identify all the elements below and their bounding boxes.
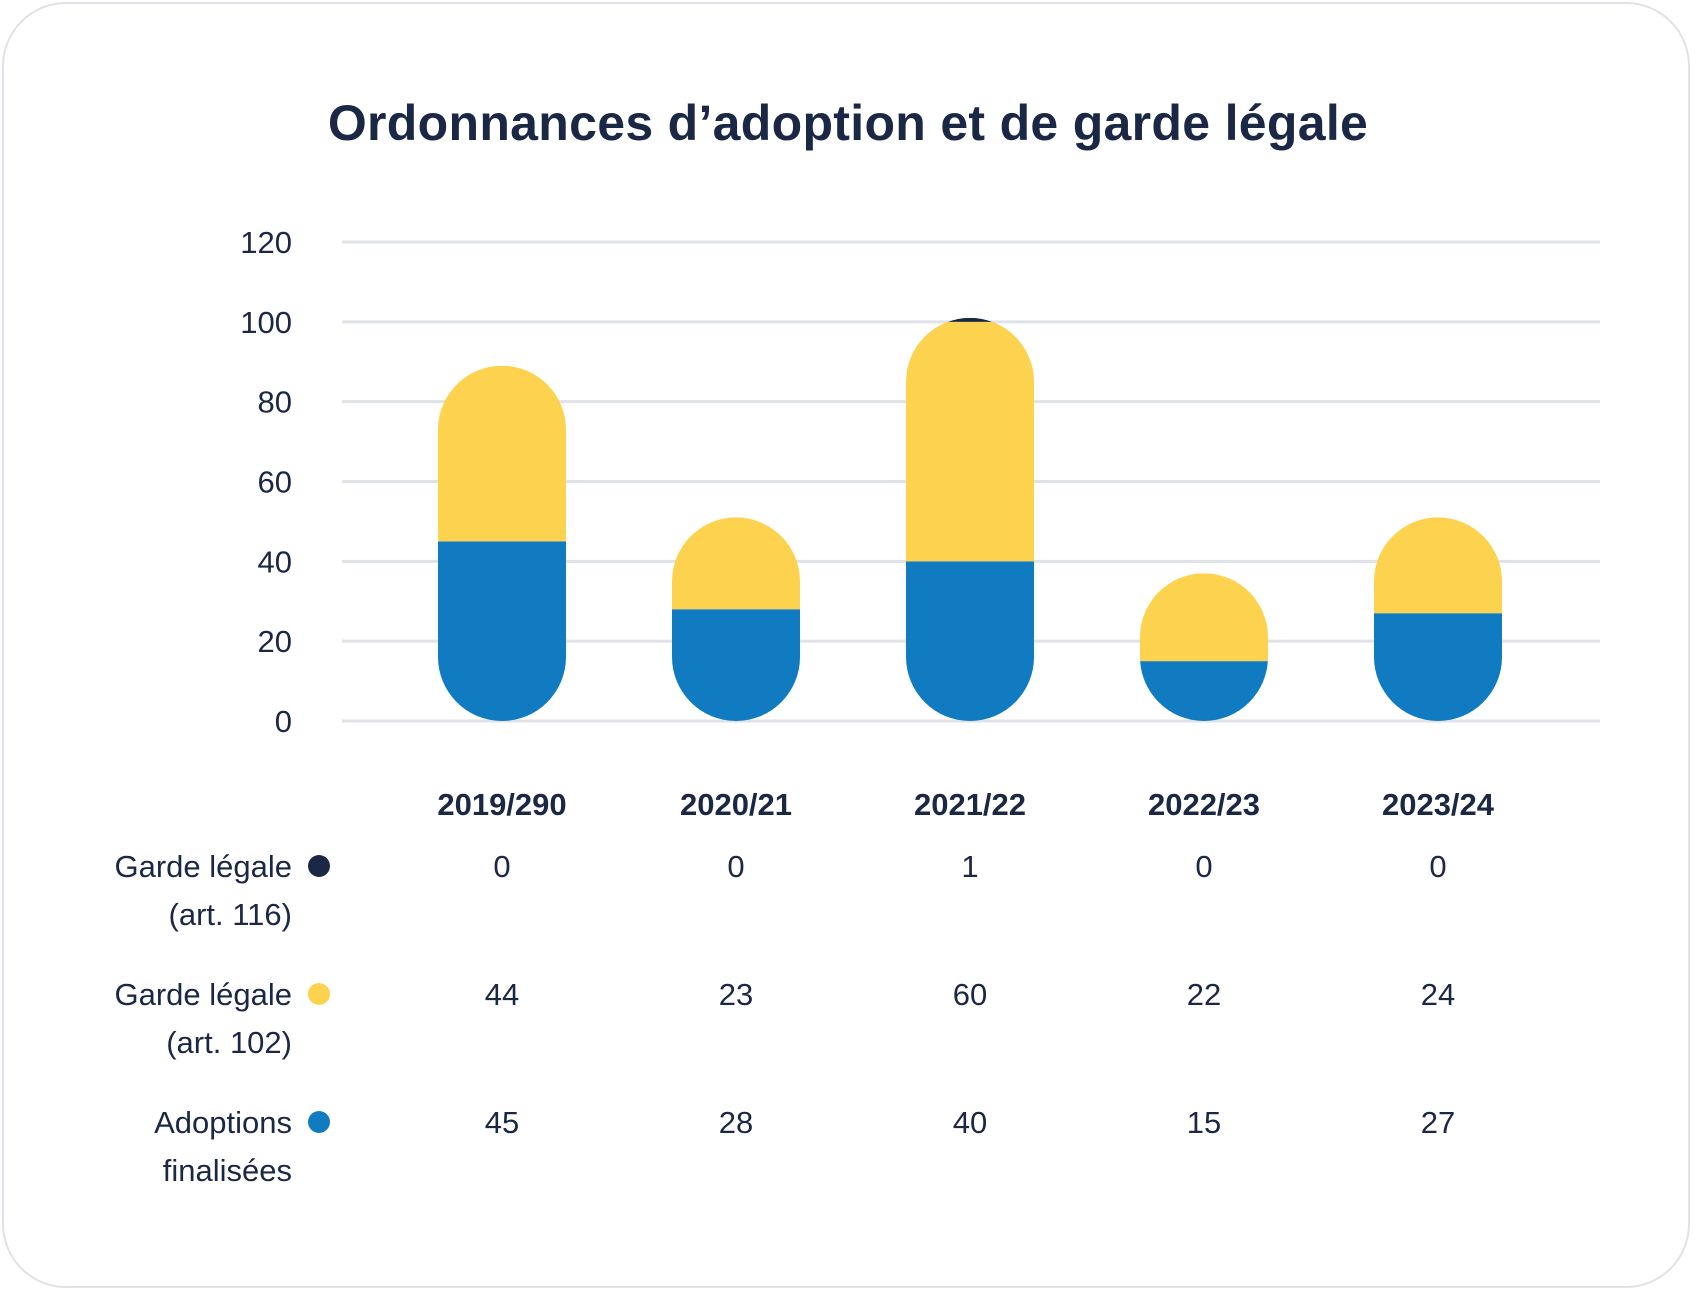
bar-group-2020/21	[672, 517, 800, 721]
table-cell: 15	[1187, 1105, 1221, 1140]
x-axis-ticks: 2019/290 2020/21 2021/22 2022/23 2023/24	[437, 787, 1494, 822]
bar-group-2023/24	[1374, 517, 1502, 721]
bar-group-2022/23	[1140, 573, 1268, 721]
bar-segment	[438, 541, 566, 721]
data-table: Garde légale (art. 116) 0 0 1 0 0 Garde légale (…	[114, 849, 1455, 1188]
table-cell: 28	[719, 1105, 753, 1140]
y-tick-label: 40	[258, 544, 292, 579]
y-tick-label: 20	[258, 624, 292, 659]
table-cell: 44	[485, 977, 519, 1012]
legend-dot	[308, 855, 330, 877]
bar-segment	[906, 321, 1034, 562]
bar-segment	[438, 365, 566, 542]
bar-segment	[1374, 517, 1502, 614]
row-label: Garde légale	[114, 977, 292, 1012]
y-tick-label: 60	[258, 465, 292, 500]
y-tick-label: 80	[258, 385, 292, 420]
bar-segment	[906, 317, 1034, 322]
table-cell: 27	[1421, 1105, 1455, 1140]
row-label: Garde légale	[114, 849, 292, 884]
table-cell: 1	[961, 849, 978, 884]
row-label: Adoptions	[154, 1105, 292, 1140]
y-tick-label: 0	[275, 704, 292, 739]
legend-dot	[308, 983, 330, 1005]
bar-group-2021/22	[906, 317, 1034, 721]
x-tick-label: 2023/24	[1382, 787, 1495, 822]
y-axis-ticks: 0 20 40 60 80 100 120	[240, 225, 292, 739]
x-tick-label: 2019/290	[437, 787, 566, 822]
y-tick-label: 120	[240, 225, 292, 260]
bar-segment	[1374, 613, 1502, 721]
table-cell: 22	[1187, 977, 1221, 1012]
row-label: (art. 102)	[166, 1025, 292, 1060]
table-cell: 24	[1421, 977, 1455, 1012]
y-tick-label: 100	[240, 305, 292, 340]
row-label: finalisées	[163, 1153, 292, 1188]
chart-title: Ordonnances d’adoption et de garde légal…	[327, 95, 1369, 151]
legend-dot	[308, 1111, 330, 1133]
x-tick-label: 2022/23	[1148, 787, 1260, 822]
table-cell: 23	[719, 977, 753, 1012]
bar-segment	[672, 517, 800, 610]
x-tick-label: 2021/22	[914, 787, 1026, 822]
bar-group-2019/290	[438, 365, 566, 721]
bar-segment	[672, 609, 800, 721]
x-tick-label: 2020/21	[680, 787, 792, 822]
bar-segment	[906, 561, 1034, 721]
table-cell: 0	[727, 849, 744, 884]
bar-segment	[1140, 661, 1268, 721]
table-cell: 0	[493, 849, 510, 884]
table-cell: 0	[1195, 849, 1212, 884]
table-cell: 40	[953, 1105, 987, 1140]
row-label: (art. 116)	[169, 897, 292, 932]
table-cell: 0	[1429, 849, 1446, 884]
bar-segment	[1140, 573, 1268, 662]
table-cell: 60	[953, 977, 987, 1012]
stacked-bars	[438, 317, 1502, 721]
table-cell: 45	[485, 1105, 519, 1140]
